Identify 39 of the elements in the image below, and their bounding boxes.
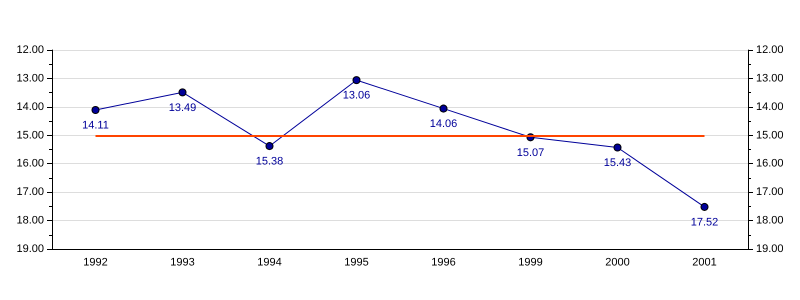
point — [352, 76, 360, 84]
x-tick-label: 1994 — [257, 256, 282, 268]
y2-tick-label: 17.00 — [756, 186, 784, 198]
data-label: 14.11 — [82, 119, 109, 132]
data-label: 15.38 — [256, 156, 284, 168]
point — [266, 142, 274, 150]
x-tick-label: 1995 — [344, 256, 369, 268]
y-tick-label: 12.00 — [16, 44, 44, 56]
point — [178, 88, 186, 96]
data-label: 17.52 — [690, 216, 718, 228]
x-tick-label: 1996 — [431, 256, 456, 268]
y-tick-label: 13.00 — [16, 72, 44, 84]
y-tick-label: 14.00 — [16, 100, 44, 113]
point — [440, 104, 448, 113]
data-label: 13.49 — [168, 102, 196, 114]
y2-tick-label: 13.00 — [756, 72, 784, 84]
y-tick-label: 15.00 — [16, 129, 44, 142]
data-label: 14.06 — [430, 118, 458, 130]
x-tick-label: 1992 — [83, 256, 108, 268]
y-tick-label: 16.00 — [16, 158, 44, 170]
y2-tick-label: 14.00 — [756, 100, 784, 113]
y-tick-label: 18.00 — [16, 214, 44, 227]
data-label: 13.06 — [342, 90, 370, 102]
x-tick-label: 2001 — [692, 256, 717, 268]
y2-tick-label: 18.00 — [756, 214, 784, 227]
point — [700, 202, 708, 211]
y2-tick-label: 16.00 — [756, 158, 784, 170]
x-tick-label: 2000 — [605, 256, 630, 268]
x-tick-label: 1999 — [518, 256, 543, 268]
y2-tick-label: 15.00 — [756, 129, 784, 142]
data-label: 15.43 — [604, 157, 632, 170]
data-label: 15.07 — [516, 146, 544, 159]
y-tick-label: 19.00 — [16, 243, 44, 255]
x-tick-label: 1993 — [170, 256, 195, 268]
y2-tick-label: 12.00 — [756, 44, 784, 56]
y-tick-label: 17.00 — [16, 186, 44, 198]
point — [614, 144, 622, 152]
point — [92, 106, 100, 114]
y2-tick-label: 19.00 — [756, 243, 784, 255]
